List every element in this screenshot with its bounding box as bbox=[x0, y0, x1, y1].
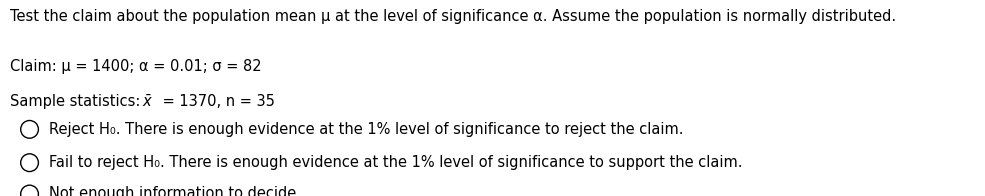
Text: Fail to reject H₀. There is enough evidence at the 1% level of significance to s: Fail to reject H₀. There is enough evide… bbox=[49, 155, 743, 170]
Text: = 1370, n = 35: = 1370, n = 35 bbox=[158, 94, 275, 109]
Text: Not enough information to decide.: Not enough information to decide. bbox=[49, 186, 301, 196]
Text: Claim: μ = 1400; α = 0.01; σ = 82: Claim: μ = 1400; α = 0.01; σ = 82 bbox=[10, 59, 261, 74]
Text: Sample statistics:: Sample statistics: bbox=[10, 94, 145, 109]
Text: Reject H₀. There is enough evidence at the 1% level of significance to reject th: Reject H₀. There is enough evidence at t… bbox=[49, 122, 684, 137]
Text: Test the claim about the population mean μ at the level of significance α. Assum: Test the claim about the population mean… bbox=[10, 9, 896, 24]
Text: $\bar{x}$: $\bar{x}$ bbox=[142, 94, 154, 110]
